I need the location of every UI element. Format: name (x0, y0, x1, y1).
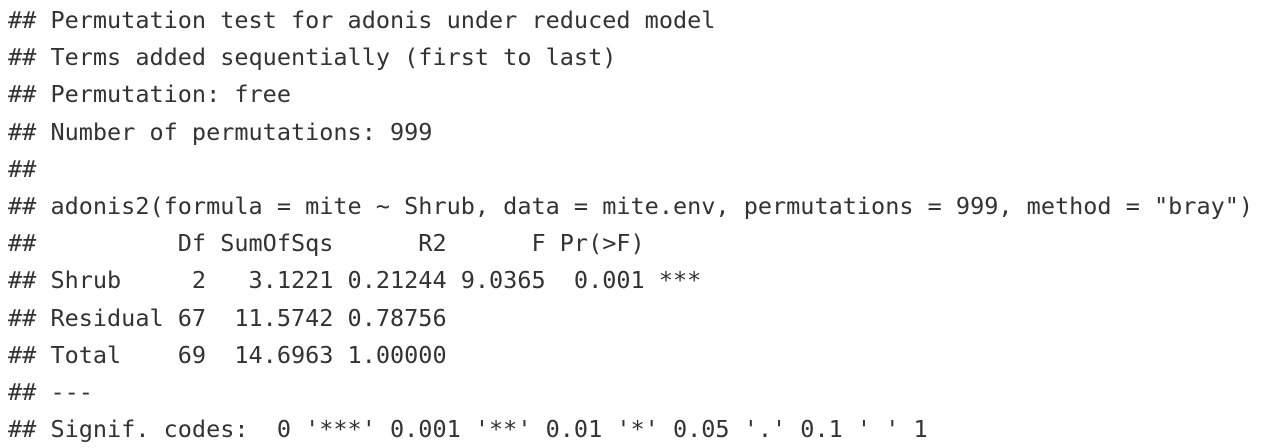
output-line-permutation-count: ## Number of permutations: 999 (8, 117, 433, 146)
output-line-title: ## Permutation test for adonis under red… (8, 6, 716, 34)
output-line-permutation: ## Permutation: free (8, 80, 291, 109)
output-line-separator: ## --- (8, 377, 93, 406)
output-line-terms: ## Terms added sequentially (first to la… (8, 43, 617, 72)
output-line-blank: ## (8, 154, 37, 183)
table-row-residual: ## Residual 67 11.5742 0.78756 (8, 303, 447, 332)
output-line-call: ## adonis2(formula = mite ~ Shrub, data … (8, 191, 1254, 220)
table-header-row: ## Df SumOfSqs R2 F Pr(>F) (8, 229, 645, 258)
table-row-shrub: ## Shrub 2 3.1221 0.21244 9.0365 0.001 *… (8, 266, 702, 295)
output-line-signif-codes: ## Signif. codes: 0 '***' 0.001 '**' 0.0… (8, 415, 928, 444)
table-row-total: ## Total 69 14.6963 1.00000 (8, 340, 447, 369)
